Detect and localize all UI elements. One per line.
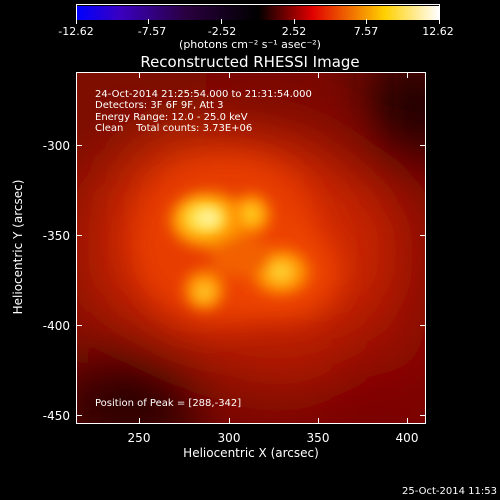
y-axis-tick (76, 235, 82, 236)
heatmap-image (77, 73, 425, 423)
info-detectors: Detectors: 3F 6F 9F, Att 3 (95, 100, 224, 111)
info-time-range: 24-Oct-2014 21:25:54.000 to 21:31:54.000 (95, 89, 312, 100)
y-axis-tick (420, 235, 426, 236)
x-tick-label: 400 (395, 431, 419, 445)
colorbar-gradient (77, 6, 439, 20)
colorbar-tick (294, 19, 295, 24)
x-axis-tick (318, 418, 319, 424)
info-peak-position: Position of Peak = [288,-342] (95, 398, 242, 409)
x-axis-tick (318, 72, 319, 78)
y-axis-tick (420, 325, 426, 326)
y-axis-label: Heliocentric Y (arcsec) (11, 179, 25, 315)
x-axis-tick (139, 418, 140, 424)
info-clean-counts: Clean Total counts: 3.73E+06 (95, 123, 253, 134)
y-tick-label: -300 (42, 139, 70, 153)
y-tick-label: -450 (42, 409, 70, 423)
x-axis-label: Heliocentric X (arcsec) (183, 446, 319, 460)
colorbar-tick-label: -7.57 (137, 25, 167, 38)
image-plot (76, 72, 426, 424)
colorbar-tick-label: 12.62 (422, 25, 454, 38)
y-tick-label: -400 (42, 319, 70, 333)
y-axis-tick (76, 415, 82, 416)
x-axis-tick (229, 418, 230, 424)
colorbar-tick (76, 19, 77, 24)
colorbar-tick (366, 19, 367, 24)
colorbar (76, 4, 440, 20)
generation-timestamp: 25-Oct-2014 11:53 (402, 486, 497, 497)
x-tick-label: 300 (217, 431, 241, 445)
colorbar-tick-label: -2.52 (207, 25, 237, 38)
colorbar-tick (439, 19, 440, 24)
colorbar-tick-label: 7.57 (353, 25, 379, 38)
y-axis-tick (76, 145, 82, 146)
image-title: Reconstructed RHESSI Image (140, 53, 360, 71)
y-axis-tick (76, 325, 82, 326)
x-axis-tick (139, 72, 140, 78)
colorbar-tick (221, 19, 222, 24)
colorbar-units: (photons cm⁻² s⁻¹ asec⁻²) (179, 38, 321, 51)
info-energy-range: Energy Range: 12.0 - 25.0 keV (95, 112, 248, 123)
colorbar-tick (148, 19, 149, 24)
colorbar-tick-label: 2.52 (281, 25, 307, 38)
x-axis-tick (229, 72, 230, 78)
x-axis-tick (407, 72, 408, 78)
x-axis-tick (407, 418, 408, 424)
x-tick-label: 350 (306, 431, 330, 445)
x-tick-label: 250 (127, 431, 151, 445)
y-tick-label: -350 (42, 229, 70, 243)
y-axis-tick (420, 415, 426, 416)
colorbar-tick-label: -12.62 (58, 25, 94, 38)
y-axis-tick (420, 145, 426, 146)
